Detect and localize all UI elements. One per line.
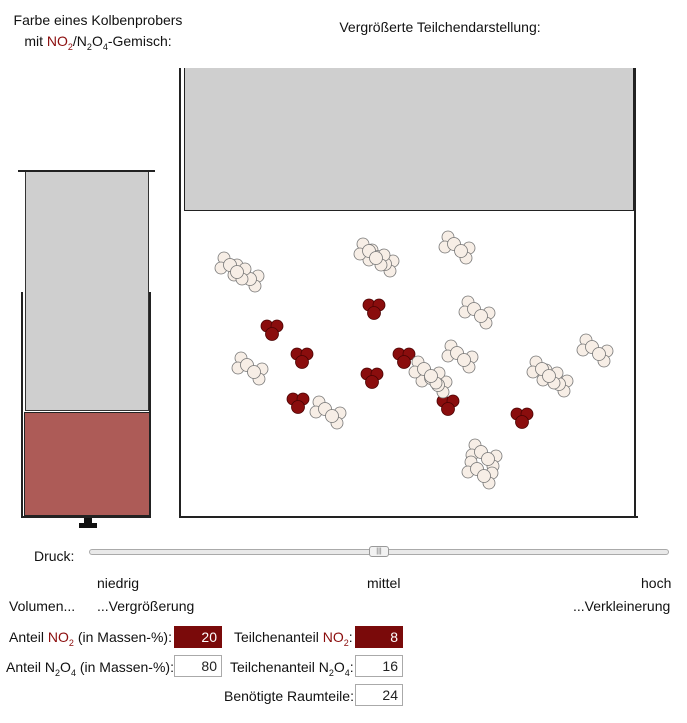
lbl-sub2: 4 [70, 667, 76, 678]
n2o4-molecule [526, 355, 564, 390]
syringe-wall-right [149, 292, 151, 518]
lbl-sub1: 2 [55, 667, 61, 678]
no2-molecule [360, 367, 384, 389]
no2-molecule [362, 298, 386, 320]
lbl-sub2: 4 [344, 667, 350, 678]
syringe-gas-color [24, 412, 150, 516]
title-slash: /N [72, 33, 87, 49]
lbl-no2-sub: 2 [343, 637, 349, 648]
container-wall-right [634, 68, 636, 518]
required-volume-field[interactable] [355, 684, 403, 706]
no2-molecule [260, 319, 284, 341]
syringe-valve-base-icon [79, 523, 97, 528]
lbl-mid: O [333, 659, 345, 675]
lbl-part-b: : [349, 659, 354, 675]
pressure-slider-thumb[interactable]: ||| [369, 546, 389, 557]
mass-share-no2-field[interactable] [174, 626, 222, 648]
mass-share-n2o4-field[interactable] [174, 655, 222, 677]
n2o4-molecule [214, 251, 252, 286]
title-no: NO [46, 33, 68, 49]
lbl-part: Anteil [9, 629, 48, 645]
title-n-sub: 2 [86, 41, 92, 52]
lbl-part: Anteil N [6, 659, 56, 675]
syringe-plunger-handle [18, 170, 155, 172]
pressure-high-label: hoch [641, 575, 672, 591]
pressure-mid-label: mittel [367, 575, 401, 591]
pressure-low-label: niedrig [97, 575, 140, 591]
n2o4-molecule [231, 351, 269, 386]
pressure-label: Druck: [34, 548, 75, 564]
container-bottom [179, 516, 638, 518]
lbl-part-b: (in Massen-%): [75, 659, 174, 675]
container-wall-left [179, 68, 181, 518]
lbl-no2-sub: 2 [68, 637, 74, 648]
syringe-wall-left [21, 292, 23, 518]
title-o: O [91, 33, 103, 49]
no2-molecule [510, 407, 534, 429]
lbl-mid: O [60, 659, 71, 675]
title-o-sub: 4 [102, 41, 108, 52]
particle-share-n2o4-label: Teilchenanteil N2O4: [230, 659, 354, 678]
volume-label: Volumen... [9, 598, 76, 614]
n2o4-molecule [458, 295, 496, 330]
container-plunger [184, 68, 634, 211]
syringe-title: Farbe eines Kolbenprobers mit NO2/N2O4-G… [0, 10, 196, 58]
n2o4-molecule [576, 333, 614, 368]
lbl-part: Teilchenanteil [234, 629, 323, 645]
mass-share-no2-label: Anteil NO2 (in Massen-%): [9, 629, 172, 648]
no2-molecule [392, 347, 416, 369]
n2o4-molecule [408, 355, 446, 390]
title-no-sub: 2 [67, 41, 73, 52]
volume-decrease-label: ...Verkleinerung [573, 598, 671, 614]
n2o4-molecule [309, 395, 347, 430]
no2-molecule [290, 347, 314, 369]
no2-molecule [286, 392, 310, 414]
lbl-part-b: (in Massen-%): [73, 629, 172, 645]
lbl-part: Teilchenanteil N [230, 659, 329, 675]
syringe-title-line1: Farbe eines Kolbenprobers [13, 12, 183, 28]
mass-share-n2o4-label: Anteil N2O4 (in Massen-%): [6, 659, 174, 678]
n2o4-molecule [461, 455, 499, 490]
lbl-sub1: 2 [328, 667, 334, 678]
lbl-no2-text: NO [322, 629, 344, 645]
required-volume-label: Benötigte Raumteile: [224, 688, 354, 704]
n2o4-molecule [438, 230, 476, 265]
lbl-no2: NO2 [322, 629, 349, 648]
volume-increase-label: ...Vergrößerung [97, 598, 195, 614]
syringe-bottom [21, 516, 151, 518]
lbl-no2-text: NO [47, 629, 69, 645]
syringe-title-line2: mit NO2/N2O4-Gemisch: [0, 31, 196, 58]
title-no2: NO2 [46, 33, 73, 52]
lbl-no2: NO2 [47, 629, 74, 648]
n2o4-molecule [353, 237, 391, 272]
particle-share-no2-field[interactable] [355, 626, 403, 648]
syringe-valve-icon [84, 518, 92, 524]
syringe-plunger [25, 172, 149, 411]
title-suffix: -Gemisch: [107, 33, 172, 49]
title-prefix: mit [24, 33, 47, 49]
particle-share-n2o4-field[interactable] [355, 655, 403, 677]
particle-share-no2-label: Teilchenanteil NO2: [234, 629, 353, 648]
no2-molecule [436, 394, 460, 416]
particle-view-title: Vergrößerte Teilchendarstellung: [339, 19, 541, 35]
n2o4-molecule [441, 339, 479, 374]
lbl-part-b: : [348, 629, 353, 645]
